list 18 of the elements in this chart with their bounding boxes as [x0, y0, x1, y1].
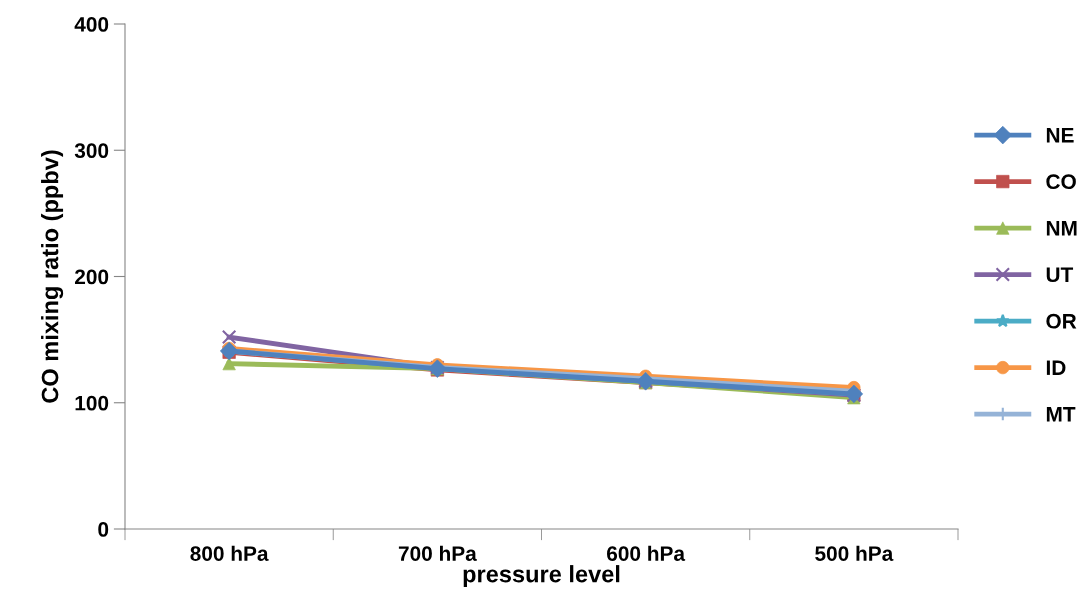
y-tick-label: 200	[74, 269, 109, 285]
y-tick-label: 0	[98, 522, 109, 537]
y-tick-label: 400	[74, 17, 109, 32]
y-tick-label: 100	[75, 395, 109, 411]
legend-label: MT	[1046, 407, 1076, 422]
x-tick-label: 700 hPa	[398, 545, 477, 561]
legend-label: NM	[1046, 221, 1077, 236]
x-tick-label: 600 hPa	[607, 545, 686, 561]
legend-label: ID	[1046, 360, 1066, 375]
x-tick-label: 500 hPa	[815, 545, 894, 561]
y-tick-label: 300	[74, 143, 109, 159]
legend-label: CO	[1046, 174, 1076, 190]
legend-label: OR	[1046, 313, 1077, 329]
x-axis-title: pressure level	[463, 565, 620, 588]
x-tick-label: 800 hPa	[190, 545, 269, 561]
legend-label: UT	[1046, 267, 1074, 283]
legend-label: NE	[1046, 128, 1074, 143]
y-axis-title: CO mixing ratio (ppbv)	[41, 150, 64, 403]
